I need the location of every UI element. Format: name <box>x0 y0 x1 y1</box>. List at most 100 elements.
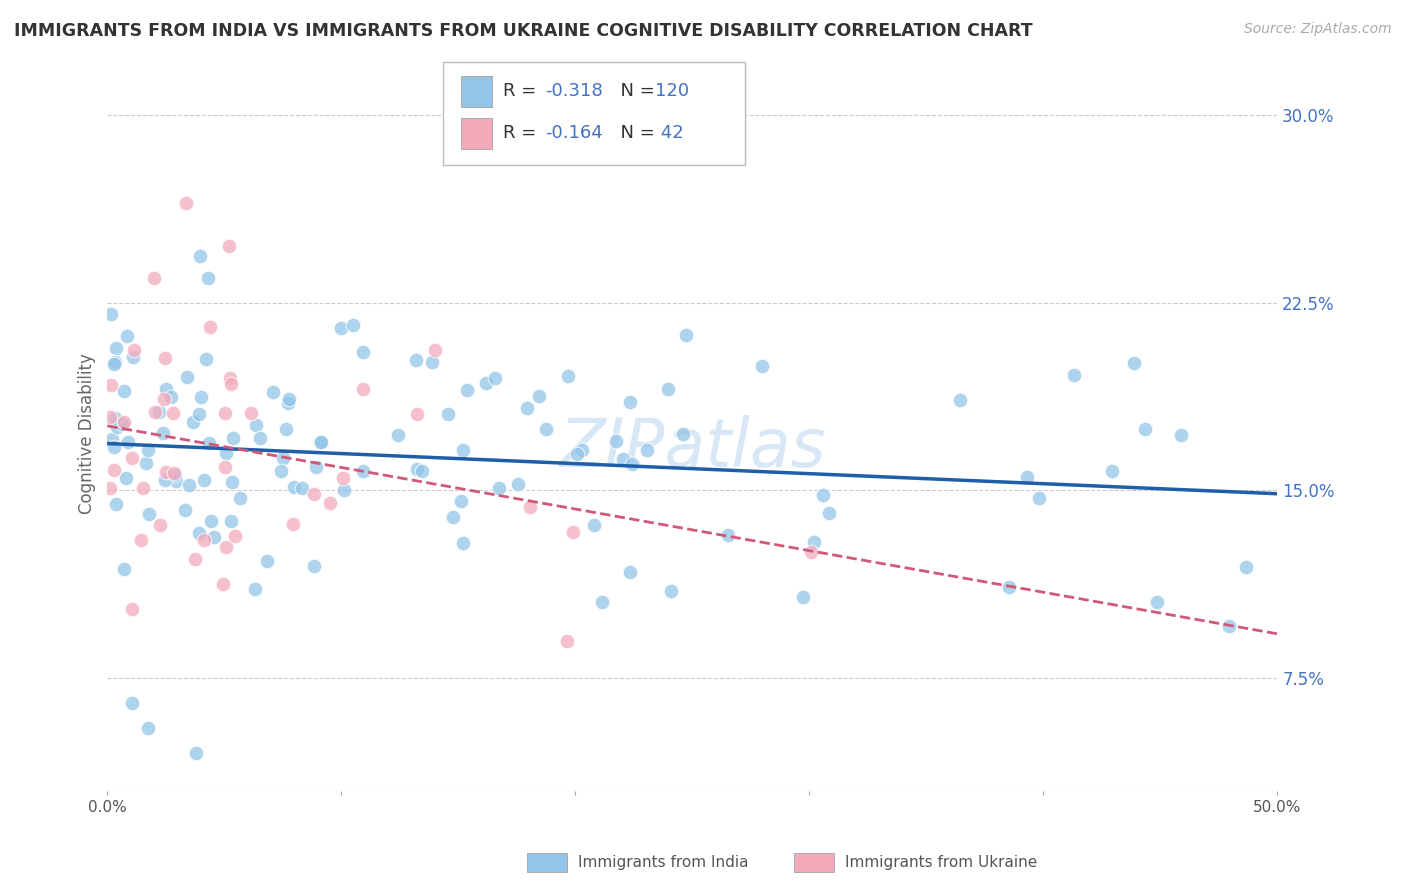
Point <box>112 384 135 398</box>
Y-axis label: Cognitive Disability: Cognitive Disability <box>79 353 96 515</box>
Point <box>1063 368 1085 383</box>
Point <box>136 442 159 457</box>
Point <box>751 359 773 373</box>
Point <box>619 394 641 409</box>
Point <box>155 473 177 487</box>
Point <box>249 431 271 445</box>
Point <box>672 426 695 441</box>
Point <box>1146 595 1168 609</box>
Text: -0.318: -0.318 <box>546 82 603 101</box>
Point <box>114 470 136 484</box>
Point <box>506 477 529 491</box>
Point <box>271 451 294 466</box>
Point <box>425 343 447 357</box>
Point <box>675 327 697 342</box>
Point <box>200 514 222 528</box>
Point <box>104 497 127 511</box>
Point <box>115 329 138 343</box>
Text: R =: R = <box>503 124 543 143</box>
Point <box>387 428 409 442</box>
Point <box>557 369 579 384</box>
Point <box>188 407 211 421</box>
Point <box>352 383 374 397</box>
Point <box>519 500 541 514</box>
Point <box>332 471 354 485</box>
Text: ZIPatlas: ZIPatlas <box>560 416 825 482</box>
Point <box>197 435 219 450</box>
Point <box>277 395 299 409</box>
Point <box>219 514 242 528</box>
Point <box>1101 465 1123 479</box>
Point <box>659 584 682 599</box>
Point <box>605 434 627 448</box>
Point <box>657 382 679 396</box>
Point <box>104 411 127 425</box>
Point <box>228 491 250 506</box>
Point <box>484 371 506 385</box>
Point <box>222 431 245 445</box>
Point <box>163 466 186 480</box>
Point <box>612 451 634 466</box>
Point <box>529 389 551 403</box>
Point <box>1218 619 1240 633</box>
Point <box>111 417 134 431</box>
Point <box>165 475 187 489</box>
Point <box>717 528 740 542</box>
Point <box>155 351 177 365</box>
Point <box>159 390 181 404</box>
Point <box>194 352 217 367</box>
Point <box>304 459 326 474</box>
Point <box>138 507 160 521</box>
Point <box>219 370 242 384</box>
Point <box>342 318 364 333</box>
Point <box>215 446 238 460</box>
Point <box>155 382 177 396</box>
Point <box>163 467 186 482</box>
Point <box>245 417 267 432</box>
Text: 42: 42 <box>655 124 683 143</box>
Text: Source: ZipAtlas.com: Source: ZipAtlas.com <box>1244 22 1392 37</box>
Point <box>302 559 325 574</box>
Text: N =: N = <box>609 124 661 143</box>
Text: R =: R = <box>503 82 543 101</box>
Point <box>420 355 443 369</box>
Point <box>112 415 135 429</box>
Point <box>215 540 238 554</box>
Point <box>131 481 153 495</box>
Point <box>122 343 145 357</box>
Point <box>129 533 152 547</box>
Point <box>187 526 209 541</box>
Point <box>148 518 170 533</box>
Point <box>516 401 538 415</box>
Point <box>143 270 166 285</box>
Point <box>451 535 474 549</box>
Point <box>405 353 427 368</box>
Point <box>803 535 825 549</box>
Point <box>591 595 613 609</box>
Text: -0.164: -0.164 <box>546 124 603 143</box>
Point <box>214 406 236 420</box>
Point <box>177 478 200 492</box>
Point <box>256 554 278 568</box>
Point <box>101 433 124 447</box>
Point <box>329 320 352 334</box>
Point <box>333 483 356 498</box>
Point <box>636 443 658 458</box>
Point <box>949 393 972 408</box>
Text: 120: 120 <box>655 82 689 101</box>
Point <box>1028 491 1050 506</box>
Point <box>571 443 593 458</box>
Point <box>441 509 464 524</box>
Point <box>1015 470 1038 484</box>
Point <box>1234 560 1257 574</box>
Point <box>997 580 1019 594</box>
Point <box>437 407 460 421</box>
Point <box>155 465 177 479</box>
Point <box>239 406 262 420</box>
Point <box>103 357 125 371</box>
Point <box>100 307 122 321</box>
Point <box>183 416 205 430</box>
Point <box>1133 422 1156 436</box>
Point <box>193 533 215 547</box>
Point <box>475 376 498 390</box>
